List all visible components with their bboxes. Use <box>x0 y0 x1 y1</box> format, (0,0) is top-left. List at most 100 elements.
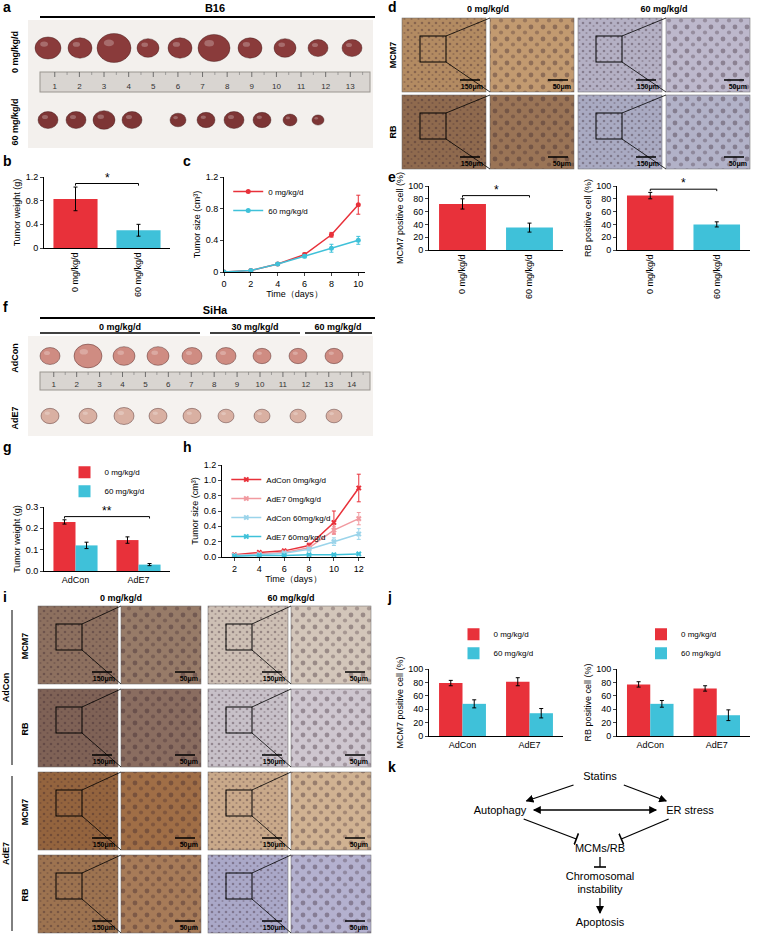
svg-text:60 mg/kg/d: 60 mg/kg/d <box>314 322 361 332</box>
svg-text:0: 0 <box>606 731 611 741</box>
svg-text:Apoptosis: Apoptosis <box>576 916 625 928</box>
svg-text:8: 8 <box>225 82 230 91</box>
svg-text:11: 11 <box>279 380 288 389</box>
svg-text:0: 0 <box>213 267 218 277</box>
svg-text:80: 80 <box>601 194 611 204</box>
svg-text:0 mg/kg/d: 0 mg/kg/d <box>105 468 140 477</box>
svg-text:i: i <box>3 589 7 605</box>
svg-text:14: 14 <box>347 380 356 389</box>
svg-text:5: 5 <box>151 82 156 91</box>
svg-text:9: 9 <box>235 380 240 389</box>
svg-text:AdE7 0mg/kg/d: AdE7 0mg/kg/d <box>266 495 321 504</box>
svg-text:d: d <box>388 0 397 15</box>
svg-text:6: 6 <box>302 279 307 289</box>
svg-text:50μm: 50μm <box>180 841 198 849</box>
svg-text:50μm: 50μm <box>729 160 747 168</box>
svg-text:50μm: 50μm <box>180 924 198 932</box>
svg-text:6: 6 <box>282 564 287 574</box>
svg-text:10: 10 <box>272 82 281 91</box>
svg-text:20: 20 <box>413 232 423 242</box>
svg-text:80: 80 <box>413 194 423 204</box>
svg-text:50μm: 50μm <box>350 758 368 766</box>
svg-text:10: 10 <box>353 279 363 289</box>
svg-text:j: j <box>387 589 392 605</box>
svg-text:40: 40 <box>601 220 611 230</box>
svg-text:2: 2 <box>232 564 237 574</box>
svg-text:60 mg/kg/d: 60 mg/kg/d <box>267 593 314 603</box>
svg-text:60 mg/kg/d: 60 mg/kg/d <box>133 253 143 298</box>
svg-text:AdE7: AdE7 <box>518 740 540 750</box>
svg-text:Time（days）: Time（days） <box>265 574 322 584</box>
svg-text:Tumor weight (g): Tumor weight (g) <box>12 179 22 247</box>
svg-text:b: b <box>3 153 12 169</box>
svg-text:2: 2 <box>248 279 253 289</box>
svg-text:12: 12 <box>301 380 310 389</box>
svg-text:1: 1 <box>52 380 57 389</box>
svg-text:40: 40 <box>413 220 423 230</box>
svg-text:150μm: 150μm <box>637 83 659 91</box>
svg-text:60 mg/kg/d: 60 mg/kg/d <box>524 255 534 300</box>
svg-text:Autophagy: Autophagy <box>474 804 527 816</box>
svg-text:60: 60 <box>413 691 423 701</box>
svg-text:2: 2 <box>74 380 79 389</box>
svg-text:60: 60 <box>601 691 611 701</box>
svg-text:f: f <box>3 299 8 315</box>
svg-text:20: 20 <box>413 718 423 728</box>
svg-text:7: 7 <box>200 82 205 91</box>
svg-text:AdE7: AdE7 <box>1 842 11 865</box>
svg-text:k: k <box>388 759 396 775</box>
svg-text:0.4: 0.4 <box>26 219 39 229</box>
svg-text:0: 0 <box>33 243 38 253</box>
svg-text:SiHa: SiHa <box>203 304 228 316</box>
svg-text:0.3: 0.3 <box>26 502 39 512</box>
svg-text:12: 12 <box>321 82 330 91</box>
svg-text:B16: B16 <box>205 2 225 14</box>
svg-text:50μm: 50μm <box>553 83 571 91</box>
svg-text:0.6: 0.6 <box>204 506 217 516</box>
svg-text:0.0: 0.0 <box>204 552 217 562</box>
svg-text:*: * <box>494 183 499 197</box>
svg-text:8: 8 <box>329 279 334 289</box>
svg-text:AdCon: AdCon <box>636 740 664 750</box>
svg-text:0.0: 0.0 <box>26 566 39 576</box>
svg-text:0.4: 0.4 <box>204 521 217 531</box>
svg-text:10: 10 <box>329 564 339 574</box>
svg-text:0 mg/kg/d: 0 mg/kg/d <box>681 630 716 639</box>
svg-text:Tumor size (cm³): Tumor size (cm³) <box>190 477 200 545</box>
svg-text:0 mg/kg/d: 0 mg/kg/d <box>645 255 655 295</box>
svg-text:0.2: 0.2 <box>26 523 39 533</box>
svg-text:80: 80 <box>413 678 423 688</box>
svg-text:2: 2 <box>77 82 82 91</box>
svg-text:0: 0 <box>606 245 611 255</box>
svg-text:60 mg/kg/d: 60 mg/kg/d <box>494 649 534 658</box>
svg-text:150μm: 150μm <box>461 83 483 91</box>
svg-text:50μm: 50μm <box>350 841 368 849</box>
svg-text:MCMs/RB: MCMs/RB <box>575 842 625 854</box>
svg-text:MCM7 positive cell (%): MCM7 positive cell (%) <box>395 656 405 748</box>
svg-text:**: ** <box>102 504 112 518</box>
svg-text:13: 13 <box>324 380 333 389</box>
svg-text:0.2: 0.2 <box>204 537 217 547</box>
svg-text:60 mg/kg/d: 60 mg/kg/d <box>681 649 721 658</box>
svg-text:13: 13 <box>346 82 355 91</box>
svg-text:6: 6 <box>166 380 171 389</box>
svg-text:0.1: 0.1 <box>26 545 39 555</box>
svg-text:AdCon: AdCon <box>62 575 90 585</box>
svg-text:50μm: 50μm <box>350 675 368 683</box>
svg-text:0 mg/kg/d: 0 mg/kg/d <box>10 31 20 73</box>
svg-text:12: 12 <box>354 564 364 574</box>
svg-text:0 mg/kg/d: 0 mg/kg/d <box>100 593 142 603</box>
svg-text:1.2: 1.2 <box>204 460 217 470</box>
svg-text:7: 7 <box>189 380 194 389</box>
svg-text:100: 100 <box>408 181 423 191</box>
svg-text:150μm: 150μm <box>637 160 659 168</box>
svg-text:3: 3 <box>97 380 102 389</box>
svg-text:0.8: 0.8 <box>26 196 39 206</box>
svg-text:MCM7 positive cell (%): MCM7 positive cell (%) <box>395 172 405 264</box>
svg-text:30 mg/kg/d: 30 mg/kg/d <box>231 322 278 332</box>
svg-text:8: 8 <box>212 380 217 389</box>
svg-text:AdCon: AdCon <box>10 343 20 373</box>
svg-text:AdCon 60mg/kg/d: AdCon 60mg/kg/d <box>266 514 330 523</box>
svg-text:8: 8 <box>307 564 312 574</box>
svg-text:c: c <box>183 153 191 169</box>
